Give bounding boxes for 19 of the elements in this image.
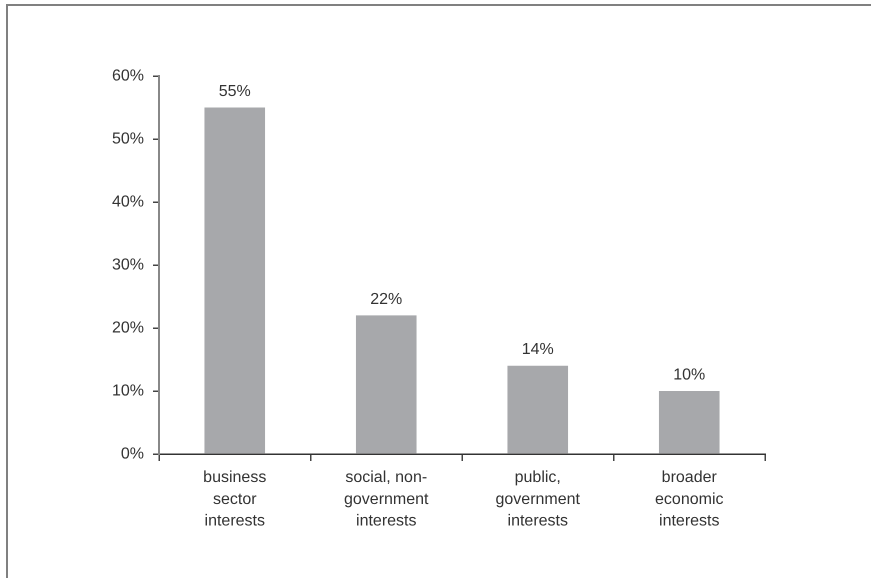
x-tick-label: business sector interests	[203, 469, 266, 530]
y-tick-label: 0%	[120, 445, 144, 462]
data-label: 55%	[218, 82, 251, 100]
bar	[204, 108, 266, 454]
y-tick-label: 60%	[112, 67, 144, 84]
x-tick-label: public, government interests	[496, 469, 581, 530]
data-label: 22%	[370, 290, 402, 308]
data-label: 10%	[673, 366, 706, 384]
data-label: 14%	[522, 341, 554, 358]
y-tick-label: 10%	[112, 382, 144, 400]
y-tick-label: 30%	[112, 256, 144, 274]
bar	[356, 315, 417, 454]
x-tick-label: broader economic interests	[655, 469, 724, 530]
bar	[658, 391, 720, 454]
y-tick-label: 50%	[112, 130, 144, 148]
y-tick-label: 40%	[112, 193, 144, 210]
bar	[507, 366, 568, 454]
y-tick-label: 20%	[112, 319, 144, 336]
x-tick-label: social, non-government interests	[344, 469, 430, 530]
